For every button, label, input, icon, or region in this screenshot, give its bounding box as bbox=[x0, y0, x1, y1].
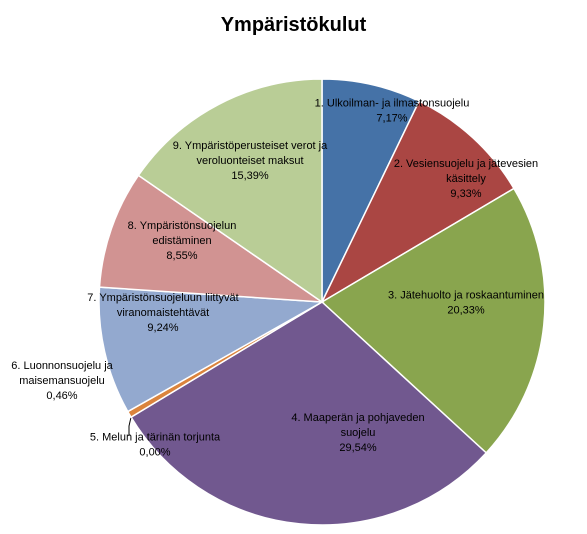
slice-label-2-line-1: 2. Vesiensuojelu ja jätevesien bbox=[394, 158, 538, 170]
pie-slice-1 bbox=[321, 78, 421, 303]
slice-label-6: 6. Luonnonsuojelu ja maisemansuojelu 0,46% bbox=[11, 360, 113, 402]
slice-label-6-line-1: 6. Luonnonsuojelu ja bbox=[11, 360, 113, 372]
pie-slice-3 bbox=[320, 187, 546, 454]
slice-label-4-line-3: 29,54% bbox=[339, 442, 377, 454]
pie-slice-9 bbox=[137, 78, 323, 304]
slice-label-5: 5. Melun ja tärinän torjunta 0,00% bbox=[90, 432, 221, 459]
slice-label-9-line-1: 9. Ympäristöperusteiset verot ja bbox=[173, 140, 328, 152]
slice-label-1-line-2: 7,17% bbox=[376, 113, 407, 125]
slice-label-7-line-3: 9,24% bbox=[147, 322, 178, 334]
slice-label-7: 7. Ympäristönsuojeluun liittyvät viranoma… bbox=[87, 292, 238, 334]
slice-label-3: 3. Jätehuolto ja roskaantuminen 20,33% bbox=[388, 290, 544, 317]
leader-line-5 bbox=[128, 417, 132, 436]
slice-label-4-line-2: suojelu bbox=[341, 427, 376, 439]
pie-slice-7 bbox=[98, 286, 325, 413]
slice-label-1-line-1: 1. Ulkoilman- ja ilmastonsuojelu bbox=[315, 98, 470, 110]
slice-label-8-line-3: 8,55% bbox=[166, 250, 197, 262]
pie-slice-8 bbox=[98, 174, 325, 303]
slice-label-2: 2. Vesiensuojelu ja jätevesien käsittely 9… bbox=[394, 158, 538, 200]
slice-label-5-line-1: 5. Melun ja tärinän torjunta bbox=[90, 432, 221, 444]
slice-label-5-line-2: 0,00% bbox=[139, 447, 170, 459]
slice-label-4-line-1: 4. Maaperän ja pohjaveden bbox=[291, 412, 424, 424]
chart-title: Ympäristökulut bbox=[220, 14, 367, 36]
pie-slice-4 bbox=[130, 301, 488, 526]
slice-label-7-line-1: 7. Ympäristönsuojeluun liittyvät bbox=[87, 292, 238, 304]
slice-label-1: 1. Ulkoilman- ja ilmastonsuojelu 7,17% bbox=[315, 98, 470, 125]
slice-label-2-line-2: käsittely bbox=[446, 173, 486, 185]
slice-label-9-line-3: 15,39% bbox=[231, 170, 269, 182]
pie-slice-2 bbox=[320, 100, 515, 304]
slice-label-6-line-2: maisemansuojelu bbox=[19, 375, 105, 387]
slice-label-7-line-2: viranomaistehtävät bbox=[117, 307, 209, 319]
slice-label-9-line-2: veroluonteiset maksut bbox=[197, 155, 304, 167]
slice-label-8-line-2: edistäminen bbox=[152, 235, 211, 247]
slice-label-6-line-3: 0,46% bbox=[46, 390, 77, 402]
slice-label-2-line-3: 9,33% bbox=[450, 188, 481, 200]
slice-label-8-line-1: 8. Ympäristönsuojelun bbox=[128, 220, 237, 232]
slice-label-3-line-2: 20,33% bbox=[447, 305, 485, 317]
slice-label-8: 8. Ympäristönsuojelun edistäminen 8,55% bbox=[128, 220, 237, 262]
slice-label-9: 9. Ympäristöperusteiset verot ja veroluon… bbox=[173, 140, 328, 182]
slice-label-4: 4. Maaperän ja pohjaveden suojelu 29,54% bbox=[291, 412, 424, 454]
slice-label-3-line-1: 3. Jätehuolto ja roskaantuminen bbox=[388, 290, 544, 302]
